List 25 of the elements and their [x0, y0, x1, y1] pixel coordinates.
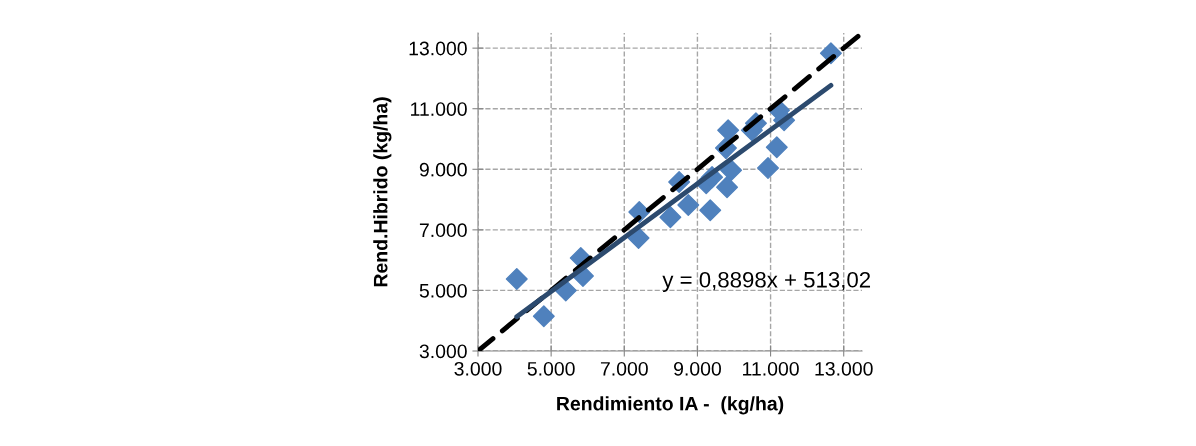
- y-axis-title: Rend.Hibrido (kg/ha): [373, 97, 392, 287]
- point: [765, 136, 788, 159]
- y-tick-label: 11.000: [411, 102, 467, 116]
- x-axis-title: Rendimiento IA - (kg/ha): [557, 396, 784, 415]
- point: [699, 199, 722, 222]
- point: [677, 194, 700, 217]
- x-tick-label: 11.000: [743, 361, 799, 376]
- point: [717, 119, 740, 142]
- point: [532, 305, 555, 328]
- x-tick-label: 3.000: [454, 361, 502, 376]
- point: [720, 159, 743, 182]
- point: [757, 157, 780, 180]
- y-tick-label: 9.000: [419, 162, 467, 177]
- x-tick-label: 13.000: [815, 361, 873, 376]
- x-tick-label: 9.000: [674, 361, 721, 376]
- point: [659, 206, 682, 229]
- x-tick-label: 5.000: [527, 361, 575, 376]
- point: [505, 267, 528, 290]
- y-tick-label: 5.000: [419, 283, 467, 298]
- x-tick-label: 7.000: [600, 361, 648, 376]
- annotation: y = 0,8898x + 513,02: [662, 271, 871, 293]
- y-tick-label: 3.000: [419, 344, 467, 359]
- y-tick-label: 7.000: [419, 223, 467, 238]
- point: [716, 176, 739, 199]
- y-tick-label: 13.000: [409, 41, 467, 56]
